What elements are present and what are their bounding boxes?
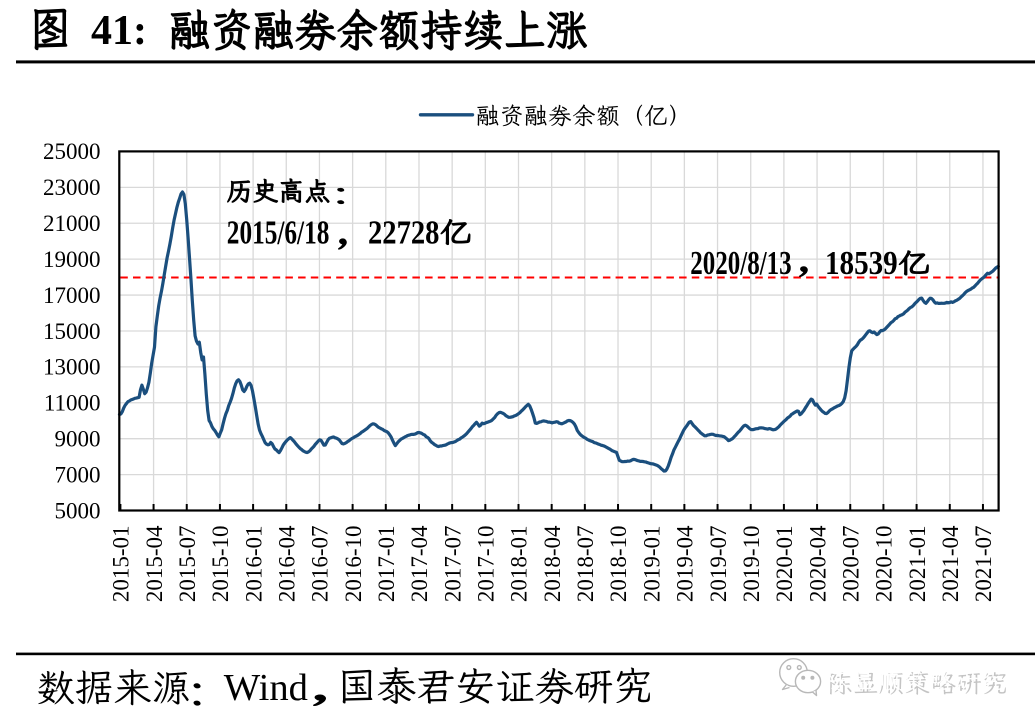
svg-text:2020-07: 2020-07 xyxy=(838,526,863,603)
svg-text:2020-04: 2020-04 xyxy=(805,525,830,602)
svg-text:2016-04: 2016-04 xyxy=(274,525,299,602)
svg-text:2019-04: 2019-04 xyxy=(673,525,698,602)
svg-text:41:: 41: xyxy=(91,8,147,54)
svg-text:2021-04: 2021-04 xyxy=(938,525,963,602)
svg-text:2016-07: 2016-07 xyxy=(308,526,333,603)
svg-text:2018-07: 2018-07 xyxy=(573,526,598,603)
svg-text:25000: 25000 xyxy=(43,139,101,164)
svg-text:2015-10: 2015-10 xyxy=(208,526,233,603)
svg-text:23000: 23000 xyxy=(43,175,101,200)
svg-text:2017-04: 2017-04 xyxy=(407,525,432,602)
svg-text:9000: 9000 xyxy=(55,427,101,452)
svg-text:2018-01: 2018-01 xyxy=(507,526,532,603)
svg-text:17000: 17000 xyxy=(43,283,101,308)
svg-text:19000: 19000 xyxy=(43,247,101,272)
svg-text:2020-01: 2020-01 xyxy=(772,526,797,603)
svg-text:2015-04: 2015-04 xyxy=(142,525,167,602)
svg-text:22728: 22728 xyxy=(368,213,439,251)
svg-text:2020/8/13: 2020/8/13 xyxy=(690,245,791,281)
svg-text:2018-04: 2018-04 xyxy=(540,525,565,602)
svg-text:2015-01: 2015-01 xyxy=(109,526,134,603)
svg-text:2015/6/18: 2015/6/18 xyxy=(227,213,330,252)
svg-text:2019-10: 2019-10 xyxy=(739,526,764,603)
svg-text:7000: 7000 xyxy=(55,462,101,487)
svg-text:2019-01: 2019-01 xyxy=(639,526,664,603)
svg-text:2016-01: 2016-01 xyxy=(241,526,266,603)
svg-text:2017-07: 2017-07 xyxy=(440,526,465,603)
svg-text:2016-10: 2016-10 xyxy=(341,526,366,603)
svg-text:11000: 11000 xyxy=(44,391,101,416)
svg-text:2017-01: 2017-01 xyxy=(374,526,399,603)
svg-text:2019-07: 2019-07 xyxy=(706,526,731,603)
svg-text:15000: 15000 xyxy=(43,319,101,344)
svg-text:2020-10: 2020-10 xyxy=(872,526,897,603)
svg-text:18539: 18539 xyxy=(825,244,898,282)
svg-text:2015-07: 2015-07 xyxy=(175,526,200,603)
svg-text:Wind: Wind xyxy=(224,667,308,709)
svg-text:21000: 21000 xyxy=(43,211,101,236)
svg-text:2021-01: 2021-01 xyxy=(905,526,930,603)
svg-text:13000: 13000 xyxy=(43,355,101,380)
svg-text:2021-07: 2021-07 xyxy=(971,526,996,603)
svg-text:2018-10: 2018-10 xyxy=(606,526,631,603)
svg-text:2017-10: 2017-10 xyxy=(474,526,499,603)
svg-text:5000: 5000 xyxy=(55,498,101,523)
